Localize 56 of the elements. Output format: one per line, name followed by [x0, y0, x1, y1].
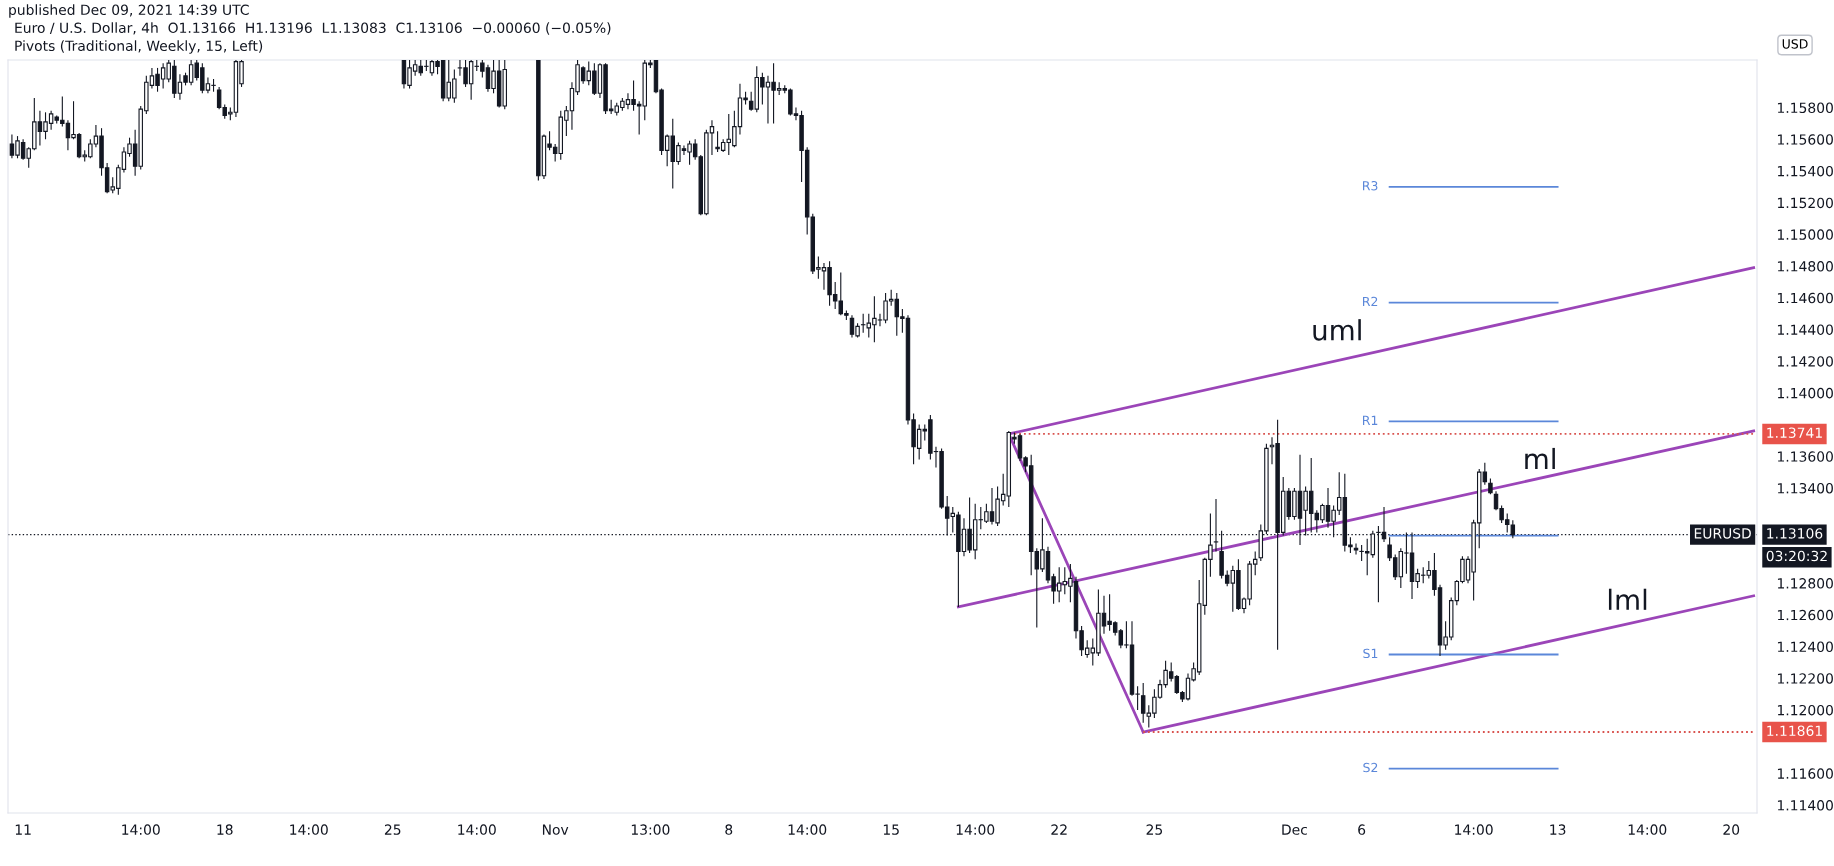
x-tick-label: 13:00: [631, 824, 670, 835]
x-tick-label: 14:00: [458, 824, 496, 835]
y-tick-label: 1.12600: [1777, 609, 1833, 621]
y-tick-label: 1.12200: [1777, 673, 1833, 684]
y-tick-label: 1.11400: [1777, 800, 1833, 811]
y-tick-label: 1.15000: [1777, 229, 1833, 240]
y-tick-label: 1.13400: [1777, 482, 1833, 494]
x-tick-label: 6: [1358, 824, 1366, 835]
chart-title: Euro / U.S. Dollar, 4h O1.13166 H1.13196 L1.13083 C1.13106 −0.00060 (−0.05%): [15, 22, 611, 35]
x-tick-label: 25: [1146, 824, 1163, 835]
x-tick-label: 13: [1550, 824, 1566, 835]
annotation: lml: [1608, 588, 1647, 610]
y-tick-label: 1.11600: [1777, 768, 1833, 779]
series-label: R3: [1363, 180, 1378, 191]
x-tick-label: Dec: [1282, 824, 1307, 835]
series-label: S2: [1363, 762, 1378, 773]
x-tick-label: 14:00: [122, 824, 160, 835]
x-tick-label: 22: [1051, 824, 1067, 835]
y-tick-label: 1.12000: [1777, 704, 1833, 716]
y-tick-label: 1.15200: [1777, 197, 1833, 209]
y-tick-label: 1.12800: [1777, 578, 1833, 589]
x-tick-label: 14:00: [290, 824, 328, 835]
y-tick-label: 1.14200: [1777, 356, 1833, 367]
text: 1.13741: [1767, 427, 1822, 438]
x-tick-label: 11: [15, 824, 31, 835]
y-tick-label: 1.15400: [1777, 165, 1833, 177]
y-tick-label: 1.14600: [1777, 292, 1833, 304]
y-tick-label: 1.15800: [1777, 102, 1833, 114]
annotation: EURUSD: [1694, 528, 1751, 539]
series-label: R2: [1363, 296, 1378, 306]
series-label: S1: [1363, 648, 1378, 659]
text: 1.11861: [1767, 725, 1822, 737]
chart-subtitle: Pivots (Traditional, Weekly, 15, Left): [15, 40, 263, 54]
annotation: uml: [1313, 319, 1361, 341]
y-tick-label: 1.14800: [1777, 261, 1833, 272]
x-tick-label: 14:00: [788, 824, 827, 835]
x-tick-label: 8: [725, 824, 733, 835]
x-tick-label: 20: [1723, 824, 1740, 835]
x-tick-label: 14:00: [1455, 824, 1493, 835]
text: published Dec 09, 2021 14:39 UTC: [9, 4, 249, 18]
x-tick-label: 14:00: [1628, 824, 1667, 835]
x-tick-label: 15: [883, 824, 899, 835]
x-tick-label: 14:00: [956, 824, 995, 835]
annotation: ml: [1525, 447, 1555, 470]
y-axis-title: USD: [1782, 39, 1808, 49]
text: 03:20:32: [1766, 550, 1827, 562]
y-tick-label: 1.14000: [1777, 387, 1833, 399]
y-tick-label: 1.14400: [1777, 324, 1833, 335]
x-tick-label: 18: [217, 824, 233, 835]
x-tick-label: Nov: [542, 824, 569, 835]
y-tick-label: 1.12400: [1777, 641, 1833, 653]
series-label: R1: [1363, 415, 1378, 425]
y-tick-label: 1.13600: [1777, 451, 1833, 462]
ref-line-label: 1.13106: [1767, 528, 1823, 539]
x-tick-label: 25: [384, 824, 401, 835]
y-tick-label: 1.15600: [1777, 134, 1833, 145]
